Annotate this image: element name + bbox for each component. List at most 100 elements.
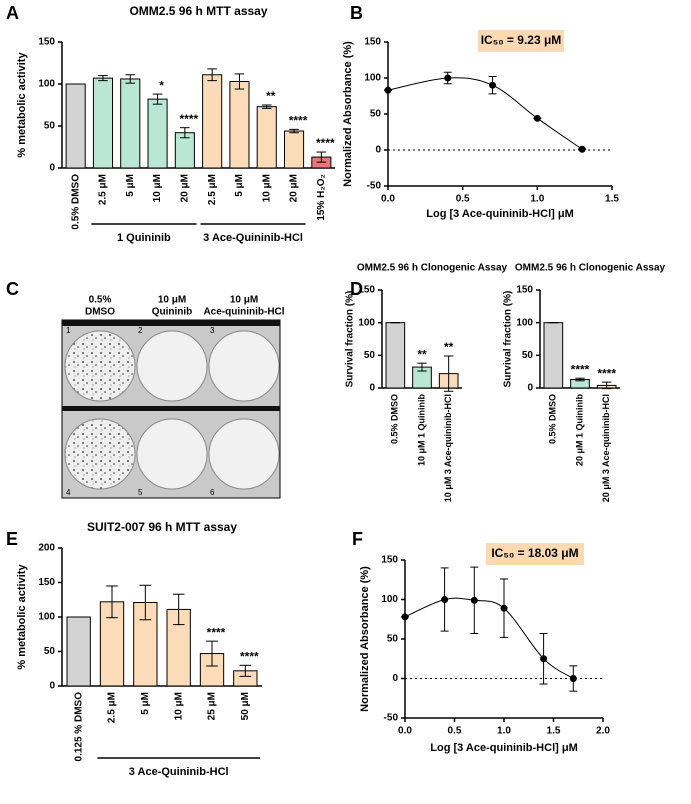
bar (147, 98, 168, 169)
y-tick-label: 100 (358, 317, 375, 328)
column-label: DMSO (85, 307, 115, 318)
bar (92, 77, 114, 169)
data-point (569, 675, 577, 682)
column-label: 10 μM (230, 295, 258, 306)
x-tick-label: 10 μM (261, 174, 272, 202)
x-tick-label: 20 μM (179, 174, 190, 202)
annotation-box (486, 543, 584, 565)
x-axis-label: Log [3 Ace-quininib-HCl] μM (430, 742, 577, 754)
x-tick-label: 2.0 (596, 726, 610, 737)
y-tick-label: 0 (369, 383, 375, 394)
x-tick-label: 0.5% DMSO (548, 394, 558, 444)
data-point (441, 596, 449, 603)
bar (256, 106, 277, 169)
y-axis-label: Survival fraction (%) (503, 291, 514, 388)
chart-title: OMM2.5 96 h Clonogenic Assay (515, 263, 666, 274)
well (208, 330, 280, 402)
annotation-box (478, 30, 564, 52)
x-tick-label: 0.5% DMSO (70, 174, 81, 230)
y-tick-label: 50 (387, 634, 399, 645)
chart-title: OMM2.5 96 h Clonogenic Assay (357, 263, 508, 274)
panel-letter: E (6, 529, 18, 549)
panel-letter: C (6, 279, 19, 299)
panel-letter: F (352, 529, 363, 549)
significance: **** (180, 112, 199, 126)
bar (120, 78, 141, 169)
significance: **** (316, 136, 335, 150)
data-point (578, 145, 586, 153)
bar (65, 83, 86, 169)
significance: ** (444, 340, 454, 354)
panel-letter: A (6, 3, 19, 23)
significance: **** (240, 649, 259, 663)
well-number: 4 (66, 488, 71, 497)
x-tick-label: 0.5 (456, 194, 470, 205)
bar (543, 322, 564, 389)
x-tick-label: 0.5% DMSO (390, 394, 400, 444)
x-tick-label: 1.0 (530, 194, 544, 205)
bar (283, 130, 305, 169)
data-point (533, 114, 541, 122)
data-point (444, 74, 452, 82)
y-tick-label: 100 (516, 317, 533, 328)
panel-letter: D (350, 279, 363, 299)
well-number: 5 (138, 488, 143, 497)
column-label: 0.5% (89, 295, 112, 306)
y-tick-label: 150 (364, 37, 381, 48)
y-tick-label: 50 (44, 646, 56, 657)
well (64, 330, 136, 402)
data-point (470, 596, 478, 604)
group-label: 3 Ace-Quininib-HCl (129, 766, 229, 778)
well-number: 6 (210, 488, 215, 497)
y-tick-label: 150 (38, 37, 55, 48)
data-point (489, 81, 497, 89)
y-tick-label: 0 (527, 383, 533, 394)
x-tick-label: 5 μM (140, 692, 151, 715)
significance: **** (289, 114, 308, 128)
well (136, 418, 208, 490)
x-tick-label: 20 μM 1 Quininib (574, 394, 584, 467)
x-tick-label: 2.5 μM (98, 174, 109, 205)
y-tick-label: 150 (358, 285, 375, 296)
well (208, 418, 280, 490)
y-tick-label: 0 (392, 673, 398, 684)
x-tick-label: 0.5 (448, 726, 462, 737)
y-tick-label: 0 (49, 163, 55, 174)
x-tick-label: 2.5 μM (207, 174, 218, 205)
y-tick-label: 100 (38, 612, 55, 623)
well-number: 3 (210, 326, 215, 335)
chart-title: SUIT2-007 96 h MTT assay (87, 520, 237, 534)
y-tick-label: 100 (364, 73, 381, 84)
column-label: Ace-quininib-HCl (203, 307, 284, 318)
chart-title: OMM2.5 96 h MTT assay (129, 4, 267, 18)
x-tick-label: 1.0 (497, 726, 511, 737)
y-tick-label: 200 (38, 543, 55, 554)
well-number: 1 (66, 326, 71, 335)
plate-edge (62, 406, 280, 411)
y-axis-label: % metabolic activity (16, 52, 28, 158)
significance: **** (571, 362, 590, 376)
y-tick-label: -50 (384, 713, 399, 724)
well-number: 2 (138, 326, 143, 335)
group-label: 3 Ace-Quininib-HCl (203, 232, 303, 244)
x-tick-label: 5 μM (125, 174, 136, 197)
well (136, 330, 208, 402)
bar (66, 616, 91, 687)
column-label: 10 μM (158, 295, 186, 306)
y-tick-label: 50 (522, 350, 534, 361)
bar (229, 80, 250, 169)
x-tick-label: 10 μM 1 Quininib (416, 394, 426, 467)
y-axis-label: Normalized Absorbance (%) (342, 41, 354, 187)
annotation: IC₅₀ = 18.03 μM (491, 546, 578, 560)
x-tick-label: 50 μM (240, 692, 251, 720)
x-tick-label: 2.5 μM (107, 692, 118, 723)
significance: **** (207, 625, 226, 639)
y-tick-label: 150 (516, 285, 533, 296)
x-axis-label: Log [3 Ace-quininib-HCl] μM (426, 208, 573, 220)
x-tick-label: 20 μM (289, 174, 300, 202)
fit-curve (387, 77, 583, 150)
y-tick-label: -50 (367, 181, 382, 192)
y-tick-label: 150 (38, 577, 55, 588)
y-axis-label: Survival fraction (%) (345, 291, 356, 388)
